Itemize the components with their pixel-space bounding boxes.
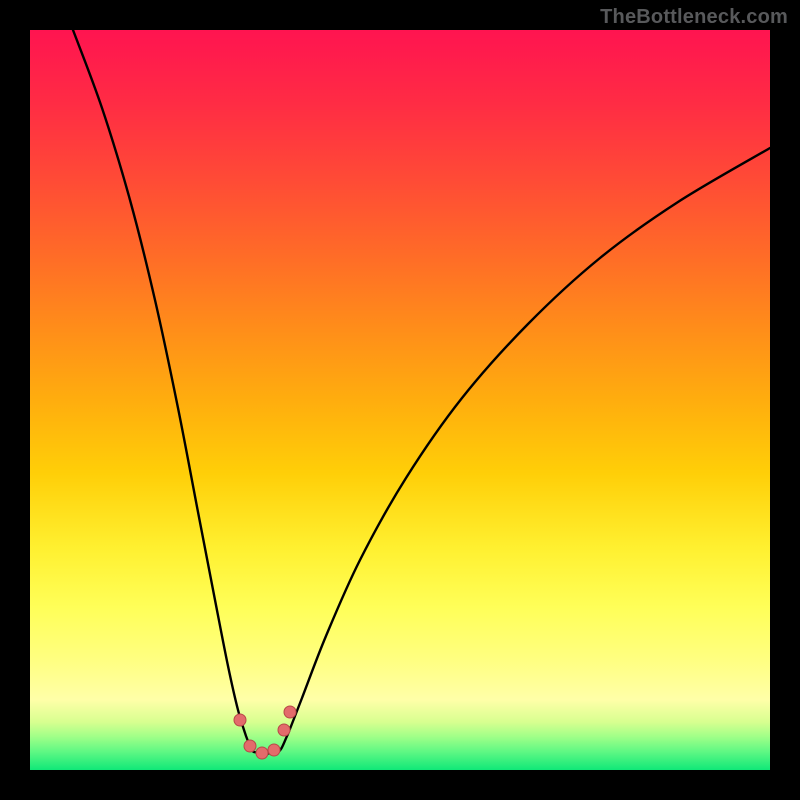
curve-marker — [278, 724, 290, 736]
bottleneck-curve — [30, 30, 770, 770]
curve-marker — [244, 740, 256, 752]
curve-marker — [268, 744, 280, 756]
curve-marker — [234, 714, 246, 726]
plot-area — [30, 30, 770, 770]
chart-frame: TheBottleneck.com — [0, 0, 800, 800]
watermark-text: TheBottleneck.com — [600, 6, 788, 29]
curve-marker — [284, 706, 296, 718]
curve-marker — [256, 747, 268, 759]
